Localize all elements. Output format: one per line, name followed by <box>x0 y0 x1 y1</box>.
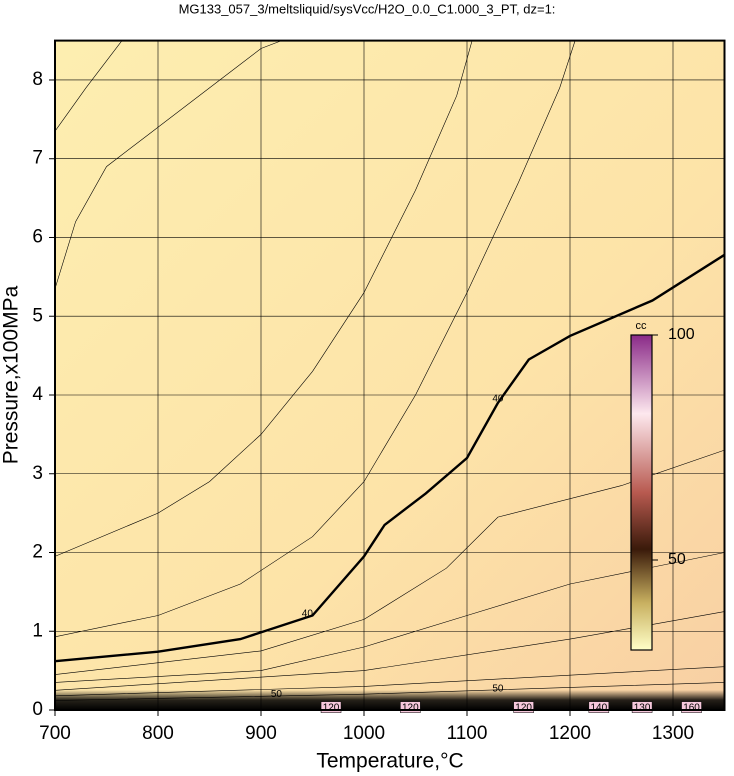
contour-label-box <box>588 701 610 713</box>
colorbar-tick-label: 50 <box>668 551 686 568</box>
y-tick-label: 1 <box>32 620 43 641</box>
y-tick-label: 4 <box>32 384 43 405</box>
colorbar-label: cc <box>636 320 648 332</box>
contour-line <box>54 552 725 683</box>
contour-label: 40 <box>302 609 314 620</box>
x-tick-label: 1000 <box>343 723 385 744</box>
contour-label: 40 <box>492 394 504 405</box>
y-axis-label: Pressure,x100MPa <box>0 285 23 464</box>
contour-label: 120 <box>323 702 340 713</box>
contour-label-box <box>681 701 702 713</box>
contour-line <box>54 40 282 289</box>
x-tick-label: 900 <box>245 723 277 744</box>
contour-line <box>54 40 473 557</box>
y-tick-label: 5 <box>32 305 43 326</box>
x-axis-label: Temperature,°C <box>316 750 463 773</box>
y-tick-label: 6 <box>32 226 43 247</box>
contour-label: 50 <box>271 689 283 700</box>
contour-label: 140 <box>590 702 607 713</box>
y-tick-label: 2 <box>32 542 43 563</box>
contour-label-box <box>320 701 342 713</box>
contour-label: 120 <box>515 702 532 713</box>
contour-line <box>54 253 726 663</box>
dense-contours <box>55 690 725 710</box>
x-tick-label: 700 <box>39 723 71 744</box>
colorbar <box>630 334 653 651</box>
x-tick-label: 1300 <box>652 723 694 744</box>
contour-line <box>54 40 576 638</box>
x-tick-label: 1100 <box>447 723 488 744</box>
contour-label: 120 <box>402 702 419 713</box>
y-tick-label: 0 <box>32 699 43 720</box>
frame <box>54 39 726 712</box>
contour-line <box>54 666 725 697</box>
contour-label: 160 <box>683 702 700 713</box>
plot-background <box>55 40 725 711</box>
contour-label-box <box>513 701 534 713</box>
y-tick-label: 3 <box>32 463 43 484</box>
contour-label-box <box>631 701 653 713</box>
contour-label-box <box>400 701 421 713</box>
contour-line <box>54 449 725 675</box>
contour-line <box>54 682 725 701</box>
chart-title: MG133_057_3/meltsliquid/sysVcc/H2O_0.0_C… <box>179 1 556 16</box>
x-tick-label: 1200 <box>549 723 591 744</box>
y-tick-label: 7 <box>32 148 43 169</box>
y-tick-label: 8 <box>32 69 43 90</box>
contour-line <box>54 40 123 132</box>
x-tick-label: 800 <box>142 723 174 744</box>
contour-label: 130 <box>634 702 651 713</box>
contour-label: 50 <box>492 683 504 694</box>
colorbar-tick-label: 100 <box>668 326 695 343</box>
